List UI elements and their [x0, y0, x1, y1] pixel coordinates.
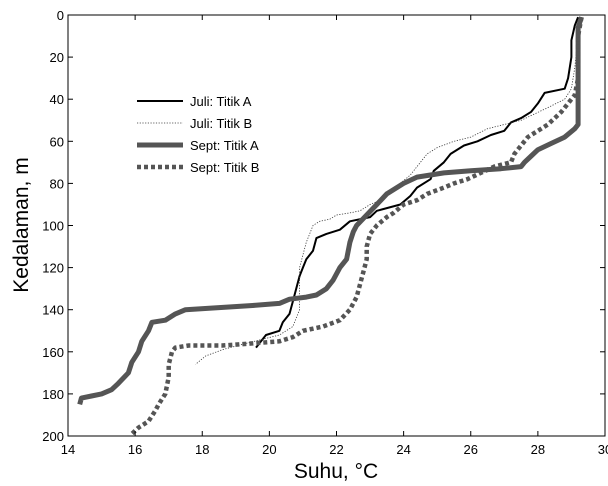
series-line-1: [255, 16, 580, 349]
plot-frame: [67, 14, 606, 437]
series-layer: [77, 16, 584, 436]
x-tick-label: 28: [531, 442, 545, 457]
x-tick-label: 22: [329, 442, 343, 457]
y-tick-label: 100: [42, 219, 64, 234]
x-tick-label: 14: [61, 442, 75, 457]
legend-label: Juli: Titik A: [190, 94, 252, 109]
legend-label: Juli: Titik B: [190, 116, 252, 131]
x-tick-label: 20: [262, 442, 276, 457]
x-tick-label: 24: [396, 442, 410, 457]
y-axis-title: Kedalaman, m: [10, 157, 33, 292]
x-tick-label: 30: [598, 442, 608, 457]
y-tick-label: 40: [50, 92, 64, 107]
x-axis-title: Suhu, °C: [294, 460, 378, 483]
y-tick-label: 120: [42, 261, 64, 276]
series-line-3: [77, 16, 584, 406]
ticks-layer: 14 16 18 20 22 24 26 28 30 0 20 40 60 80 100 120 140 160 1…: [42, 8, 608, 457]
legend-label: Sept: Titik B: [190, 160, 259, 175]
y-tick-label: 60: [50, 134, 64, 149]
y-tick-label: 160: [42, 345, 64, 360]
x-tick-label: 18: [195, 442, 209, 457]
y-tick-label: 80: [50, 176, 64, 191]
y-tick-label: 140: [42, 303, 64, 318]
x-tick-label: 16: [128, 442, 142, 457]
y-tick-label: 20: [50, 50, 64, 65]
legend: Juli: Titik A Juli: Titik B Sept: Titik A S…: [137, 94, 259, 175]
y-tick-label: 180: [42, 387, 64, 402]
x-tick-label: 26: [464, 442, 478, 457]
legend-label: Sept: Titik A: [190, 138, 259, 153]
y-tick-label: 0: [57, 8, 64, 23]
y-tick-label: 200: [42, 429, 64, 444]
